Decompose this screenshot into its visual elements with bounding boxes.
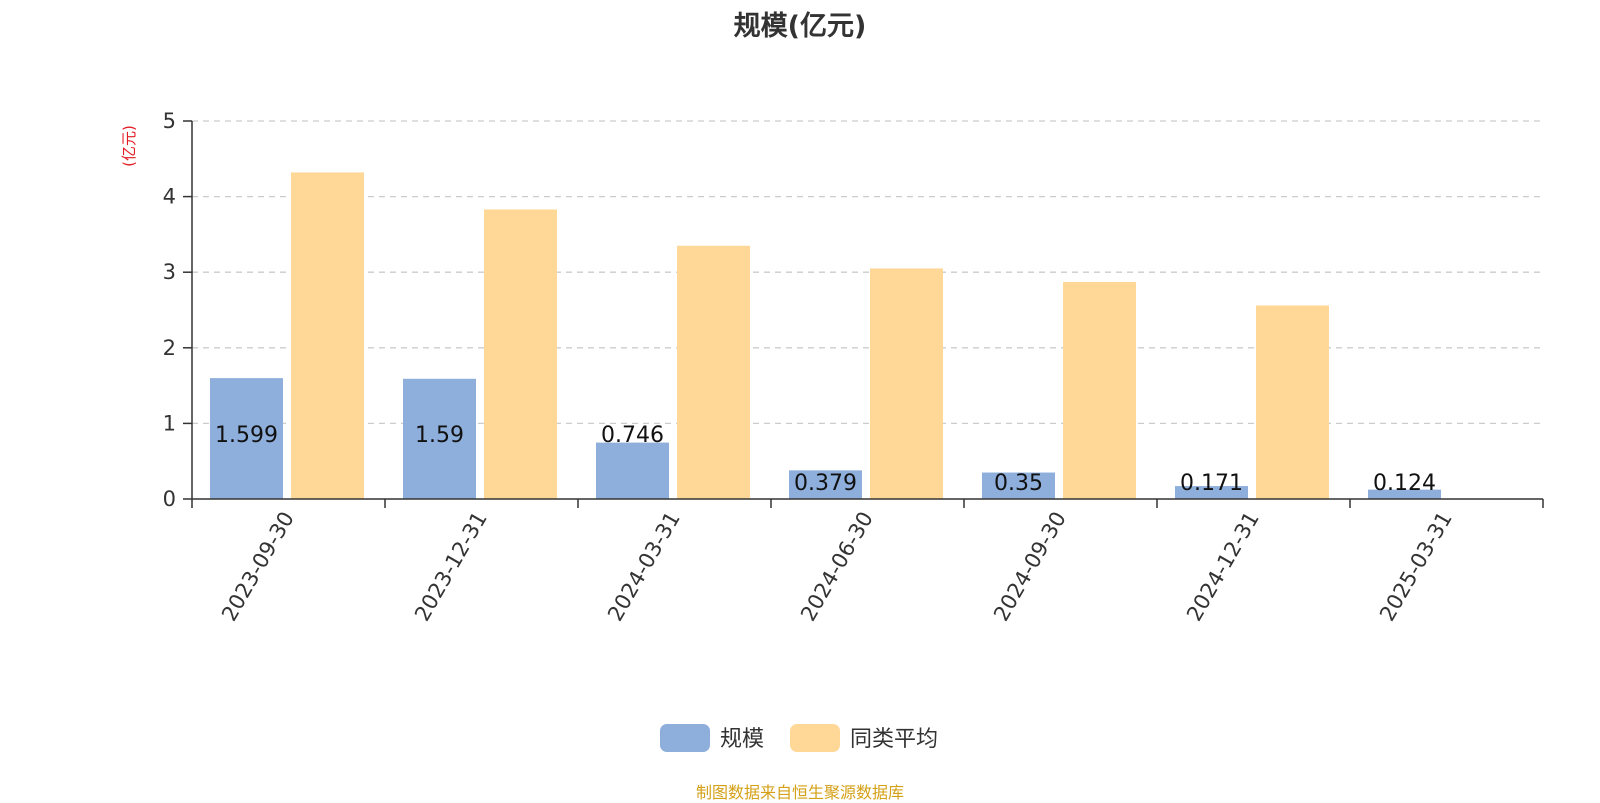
legend: 规模 同类平均 bbox=[660, 724, 938, 752]
legend-swatch bbox=[660, 724, 710, 752]
x-tick-label: 2024-03-31 bbox=[603, 508, 685, 626]
y-tick-label: 1 bbox=[163, 411, 176, 435]
data-labels: 1.599 1.59 0.746 0.379 0.35 0.171 0.124 bbox=[215, 423, 1436, 496]
data-label: 1.599 bbox=[215, 423, 278, 448]
x-tick-label: 2024-06-30 bbox=[796, 508, 878, 626]
grid-lines bbox=[192, 120, 1543, 425]
y-tick-label: 0 bbox=[163, 487, 176, 511]
bars bbox=[210, 172, 1441, 499]
y-tick-label: 2 bbox=[163, 336, 176, 360]
x-tick-label: 2023-09-30 bbox=[217, 508, 299, 626]
bar-category-avg bbox=[1063, 282, 1136, 499]
data-label: 1.59 bbox=[415, 423, 464, 448]
bar-category-avg bbox=[1256, 305, 1329, 499]
x-tick-label: 2023-12-31 bbox=[410, 508, 492, 626]
data-label: 0.35 bbox=[994, 471, 1043, 496]
legend-label: 同类平均 bbox=[850, 727, 938, 752]
source-note: 制图数据来自恒生聚源数据库 bbox=[695, 783, 904, 802]
x-tick-label: 2024-09-30 bbox=[989, 508, 1071, 626]
data-label: 0.171 bbox=[1180, 471, 1243, 496]
bar-scale bbox=[403, 378, 476, 499]
legend-swatch bbox=[790, 724, 840, 752]
data-label: 0.124 bbox=[1373, 471, 1436, 496]
bar-category-avg bbox=[484, 209, 557, 499]
bar-category-avg bbox=[677, 245, 750, 499]
bar-scale bbox=[210, 378, 283, 499]
data-label: 0.746 bbox=[601, 423, 664, 448]
x-tick-label: 2024-12-31 bbox=[1182, 508, 1264, 626]
chart-title: 规模(亿元) bbox=[733, 11, 867, 42]
y-tick-label: 3 bbox=[163, 260, 176, 284]
y-tick-label: 5 bbox=[163, 109, 176, 133]
bar-category-avg bbox=[291, 172, 364, 499]
data-label: 0.379 bbox=[794, 471, 857, 496]
bar-scale bbox=[1175, 486, 1248, 499]
y-tick-label: 4 bbox=[163, 185, 176, 209]
legend-label: 规模 bbox=[720, 727, 764, 752]
bar-scale bbox=[1368, 489, 1441, 499]
bar-scale bbox=[596, 442, 669, 499]
x-tick-label: 2025-03-31 bbox=[1375, 508, 1457, 626]
bar-scale bbox=[982, 472, 1055, 499]
bar-category-avg bbox=[870, 268, 943, 499]
bar-scale bbox=[789, 470, 862, 499]
y-axis-label: (亿元) bbox=[120, 125, 138, 167]
